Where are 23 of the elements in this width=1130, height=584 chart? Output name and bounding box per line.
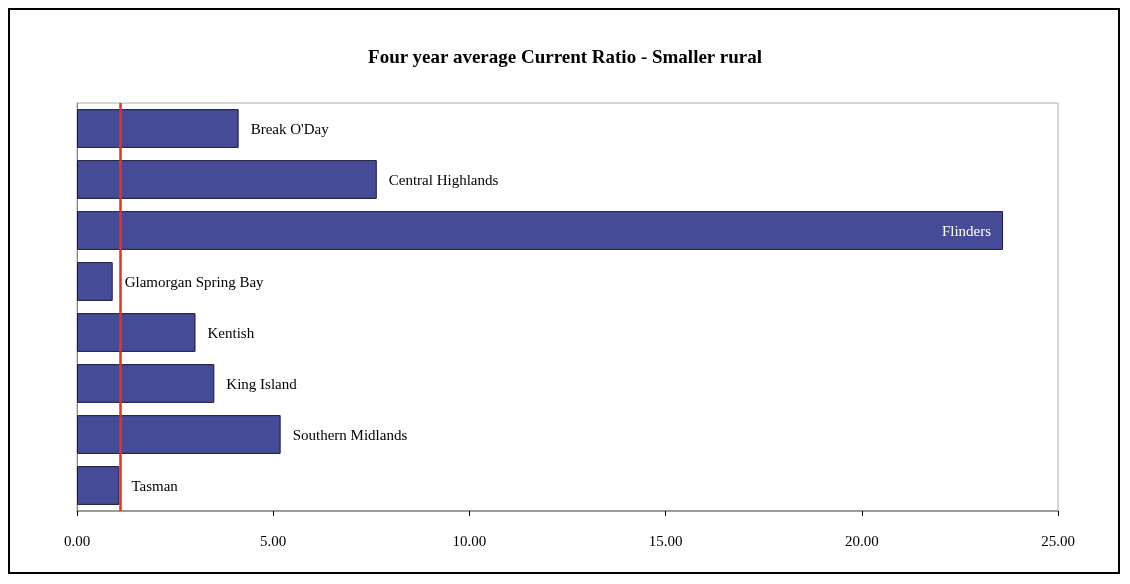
x-tick-label: 5.00 [260,532,287,549]
y-tick-label: Glamorgan Spring Bay [124,273,265,290]
chart-title: Four year average Current Ratio - Smaller rural [368,46,762,67]
x-tick-label: 10.00 [452,532,487,549]
y-tick-label: King Island [226,375,298,392]
y-tick-label: Southern Midlands [292,426,408,443]
bar [77,364,215,403]
x-tick-label: 20.00 [844,532,879,549]
y-tick-label: Break O'Day [250,120,330,137]
bar [77,211,1004,250]
x-tick-label: 0.00 [63,532,91,549]
y-tick-label: Flinders [941,222,992,239]
x-tick-label: 25.00 [1041,532,1075,549]
bar [77,313,196,352]
y-tick-label: Kentish [207,324,255,341]
y-tick-label: Tasman [131,477,179,494]
bar [77,466,120,505]
y-tick-label: Central Highlands [388,171,499,188]
bar [77,160,377,199]
bar [77,415,281,454]
bar [77,109,239,148]
x-tick-label: 15.00 [648,532,683,549]
bar [77,262,113,301]
